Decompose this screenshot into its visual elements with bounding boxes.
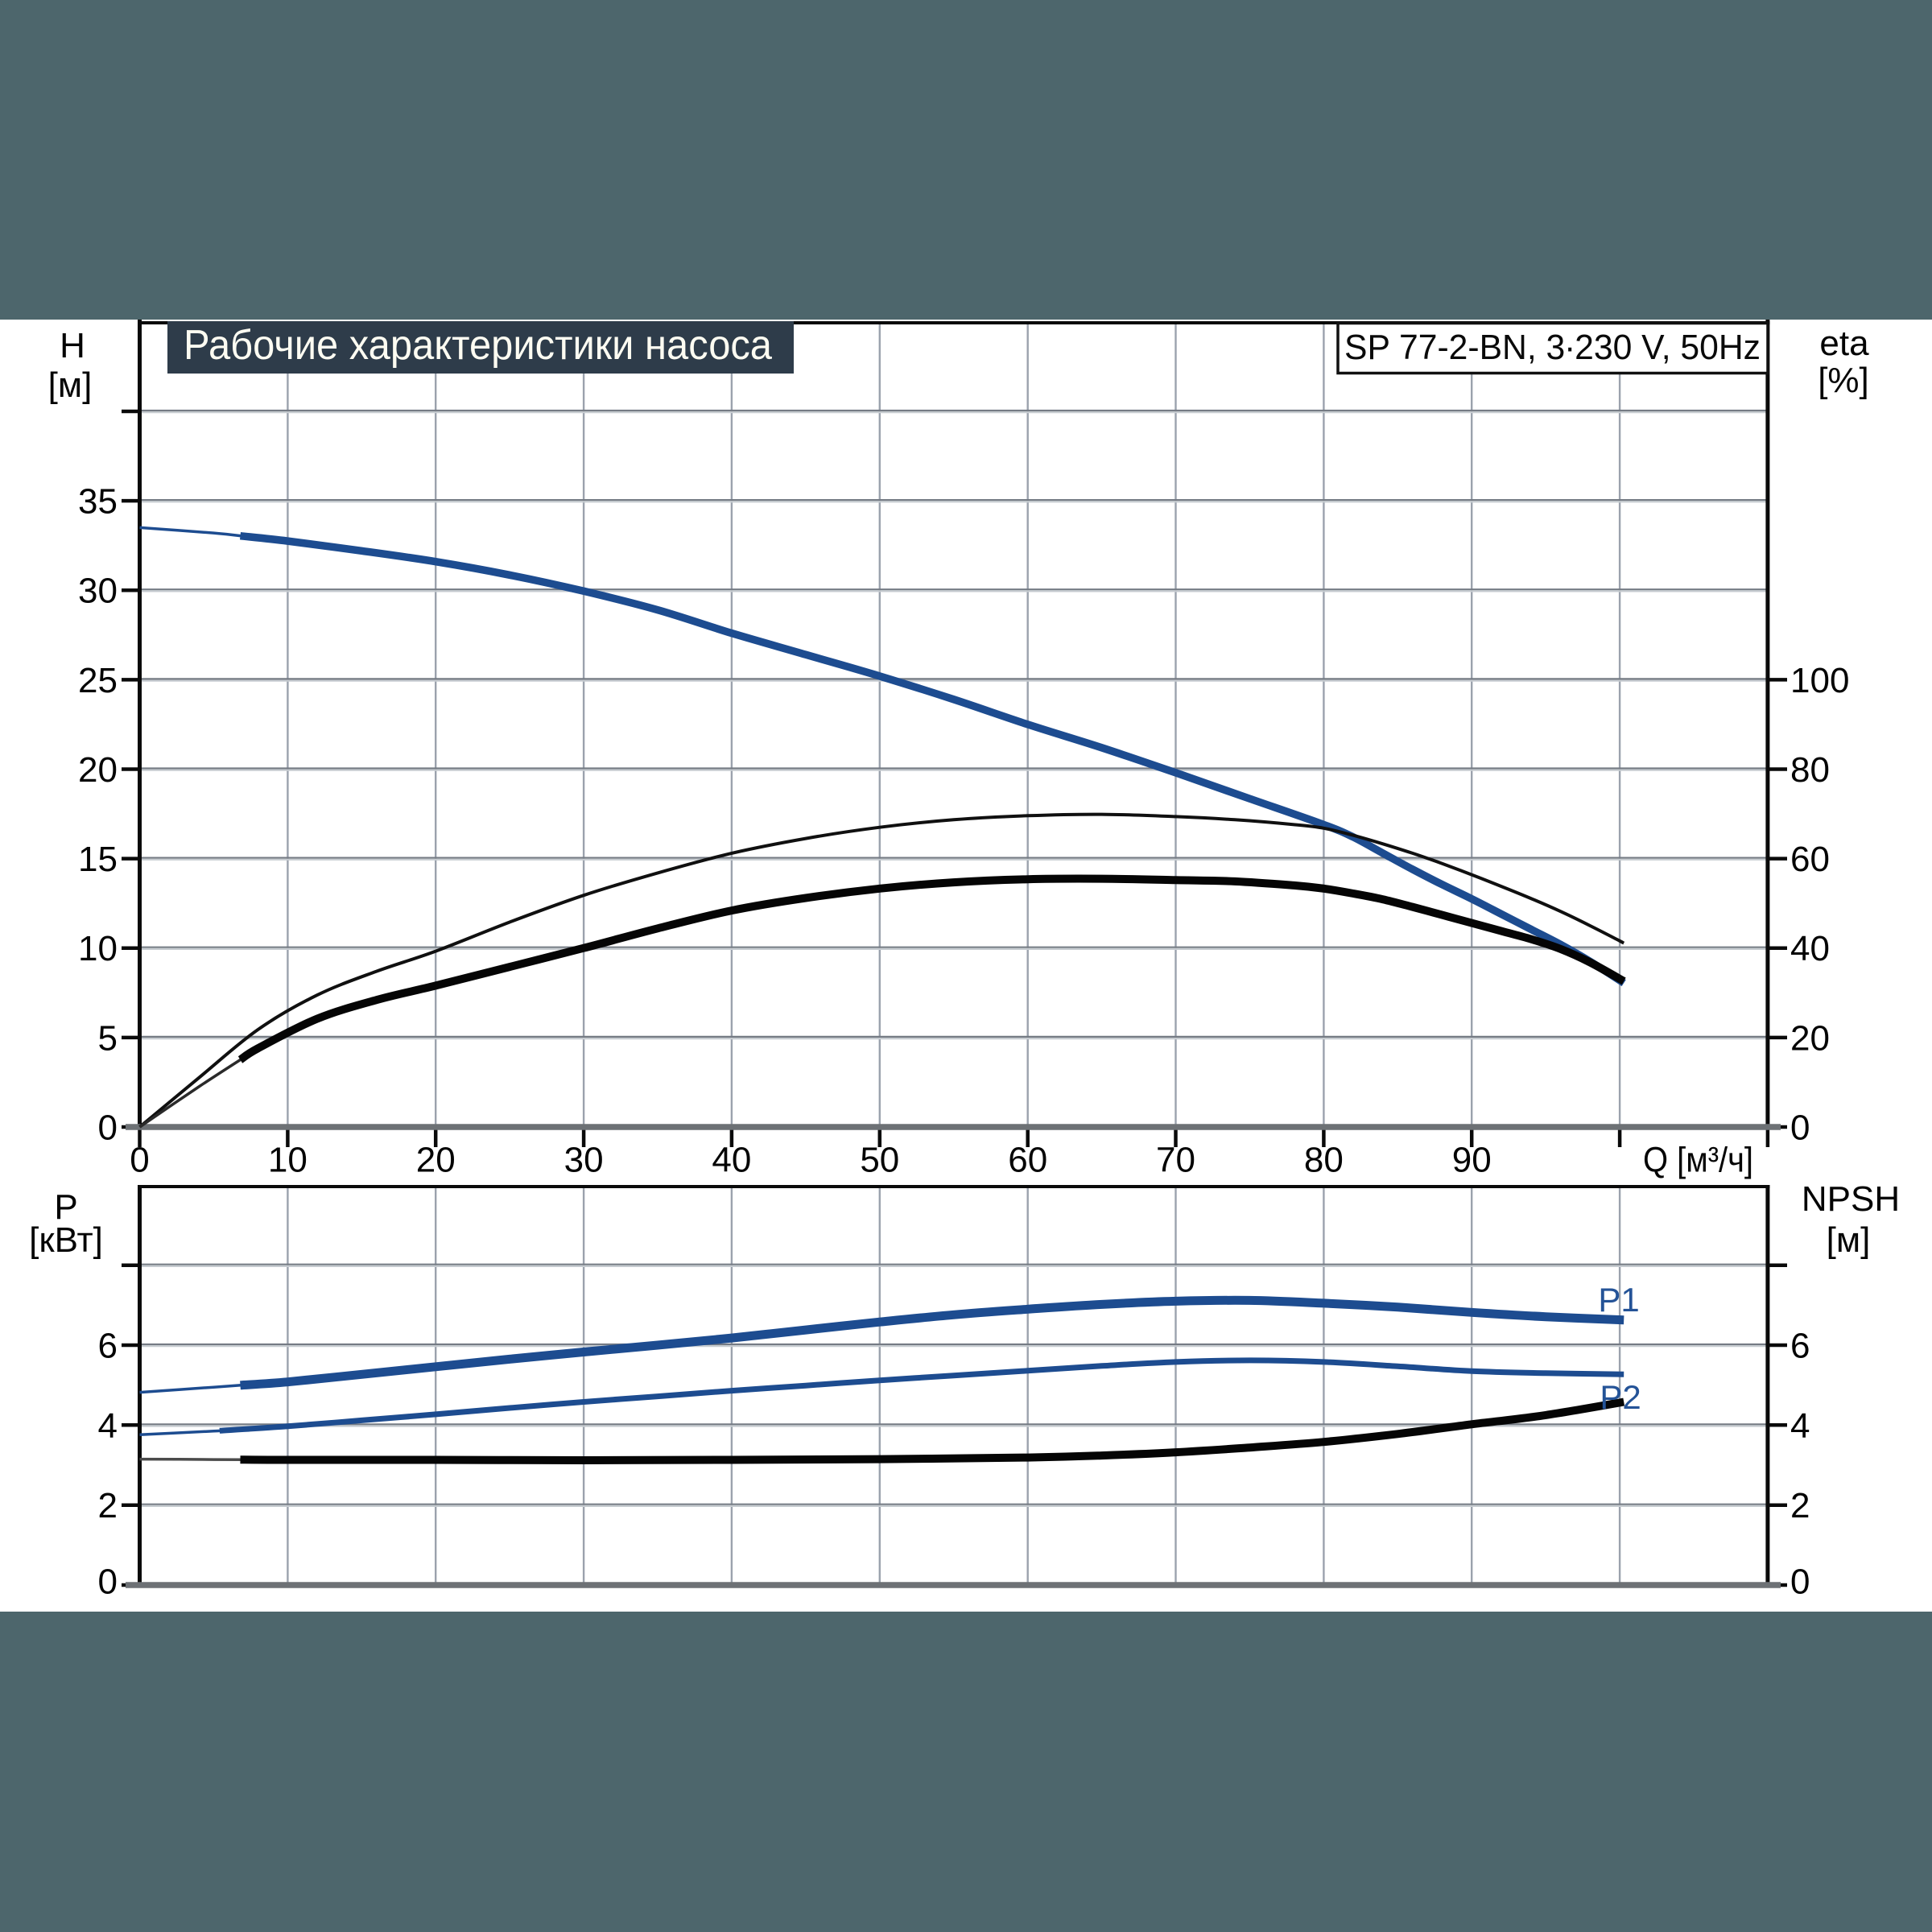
svg-text:20: 20 [416,1141,456,1180]
svg-text:15: 15 [78,840,118,879]
svg-text:6: 6 [1790,1327,1810,1366]
svg-text:60: 60 [1008,1141,1047,1180]
svg-text:80: 80 [1790,750,1830,790]
svg-text:P2: P2 [1600,1378,1641,1416]
svg-text:70: 70 [1156,1141,1195,1180]
svg-text:Рабочие характеристики насоса: Рабочие характеристики насоса [184,322,772,369]
svg-text:0: 0 [98,1108,118,1148]
svg-text:2: 2 [1790,1486,1810,1525]
svg-text:[м]: [м] [48,365,93,405]
svg-text:eta: eta [1819,324,1869,363]
svg-text:60: 60 [1790,840,1830,879]
svg-text:2: 2 [98,1486,118,1525]
svg-text:20: 20 [1790,1018,1830,1058]
svg-text:SP 77-2-BN, 3∙230 V, 50Hz: SP 77-2-BN, 3∙230 V, 50Hz [1344,328,1761,367]
svg-text:0: 0 [98,1563,118,1602]
svg-text:30: 30 [564,1141,604,1180]
svg-text:Q [м³/ч]: Q [м³/ч] [1643,1141,1753,1180]
svg-text:90: 90 [1452,1141,1492,1180]
svg-text:H: H [60,326,85,365]
svg-text:0: 0 [130,1141,149,1180]
svg-text:0: 0 [1790,1108,1810,1148]
svg-text:[%]: [%] [1818,361,1869,400]
svg-text:20: 20 [78,750,118,790]
svg-text:NPSH: NPSH [1802,1179,1900,1219]
svg-text:[м]: [м] [1827,1220,1871,1260]
svg-text:10: 10 [268,1141,308,1180]
svg-text:0: 0 [1790,1563,1810,1602]
svg-text:35: 35 [78,482,118,522]
svg-text:P: P [54,1187,77,1227]
svg-text:25: 25 [78,661,118,700]
svg-text:100: 100 [1790,661,1849,700]
svg-text:[кВт]: [кВт] [29,1220,103,1260]
svg-text:5: 5 [98,1018,118,1058]
svg-text:10: 10 [78,929,118,968]
svg-text:30: 30 [78,572,118,611]
svg-text:50: 50 [860,1141,899,1180]
svg-text:40: 40 [1790,929,1830,968]
svg-text:4: 4 [1790,1406,1810,1446]
svg-text:80: 80 [1304,1141,1344,1180]
svg-text:6: 6 [98,1327,118,1366]
svg-text:P1: P1 [1598,1281,1639,1319]
svg-text:4: 4 [98,1406,118,1446]
svg-text:40: 40 [712,1141,751,1180]
